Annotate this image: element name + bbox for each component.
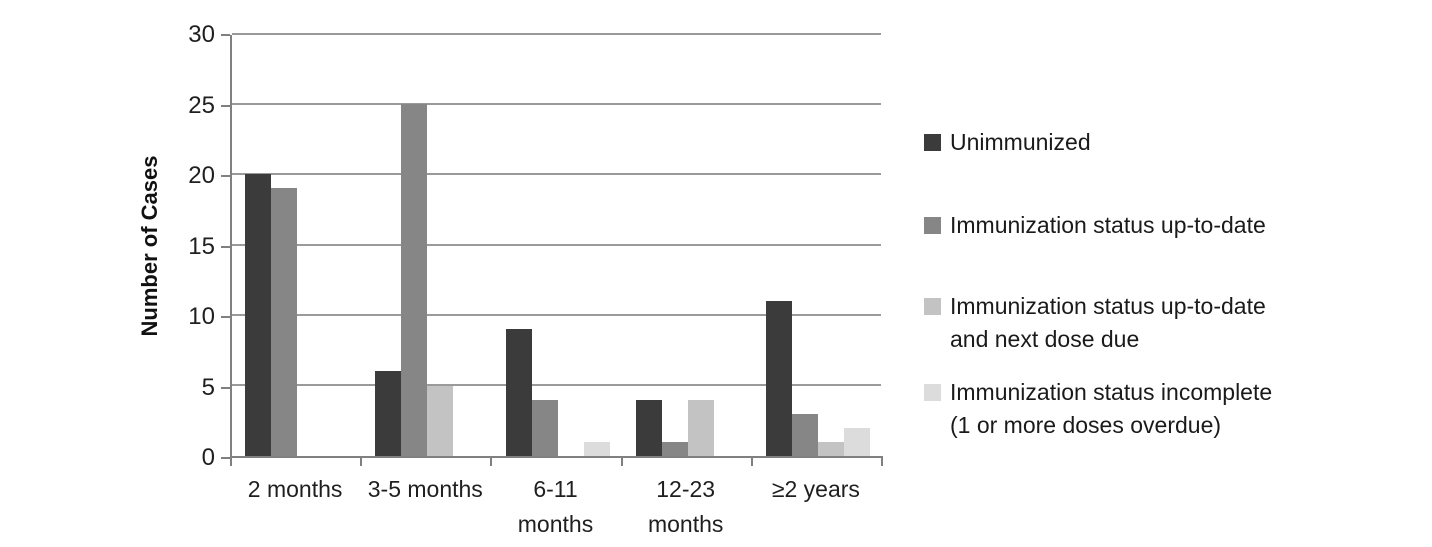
gridline-20 [232,173,881,176]
legend-label: Unimmunized [950,129,1091,155]
y-tick-mark-5 [221,386,230,389]
legend: Unimmunized Immunization status up-to-dat… [924,126,1414,442]
y-tick-label-10: 10 [188,303,215,330]
legend-swatch-icon [924,134,941,151]
bar-immunization-group5 [791,413,818,456]
legend-label: Immunization status up-to-date and next … [950,293,1266,352]
bar-immunization-group3 [583,441,610,456]
bar-immunization-group5 [817,441,844,456]
y-tick-mark-15 [221,245,230,248]
y-tick-mark-25 [221,104,230,107]
bar-immunization-group4 [661,441,688,456]
gridline-5 [232,383,881,386]
bar-immunization-group3 [531,399,558,456]
bar-unimmunized-group5 [765,300,792,456]
y-tick-mark-0 [221,457,230,459]
legend-item-3: Immunization status up-to-date and next … [924,290,1414,356]
y-tick-label-20: 20 [188,162,215,189]
x-category-label-1: 2 months [247,476,343,502]
x-tick-mark-0 [230,456,232,466]
legend-swatch-icon [924,217,941,234]
y-tick-label-15: 15 [188,232,215,260]
y-tick-mark-20 [221,175,230,177]
bar-immunization-group2 [401,103,428,456]
y-tick-mark-10 [221,316,230,318]
bar-unimmunized-group2 [375,371,402,456]
bar-immunization-group2 [427,385,454,456]
x-category-label-3: 6-11 months [517,476,594,537]
bar-unimmunized-group4 [635,399,662,456]
bar-immunization-group1 [271,188,298,456]
gridline-25 [232,103,881,106]
x-category-label-2: 3-5 months [367,476,483,502]
legend-item-1: Unimmunized [924,126,1414,159]
x-category-label-4: 12-23 months [647,476,724,537]
legend-item-4: Immunization status incomplete (1 or mor… [924,376,1414,442]
legend-swatch-icon [924,298,941,315]
legend-label: Immunization status incomplete (1 or mor… [950,379,1273,438]
y-tick-label-5: 5 [201,373,215,401]
y-axis-title: Number of Cases [137,155,162,337]
x-category-label-5: ≥2 years [771,476,860,502]
y-tick-label-30: 30 [188,21,215,48]
gridline-15 [232,243,881,246]
bar-immunization-group5 [843,427,870,456]
bar-unimmunized-group1 [245,174,272,456]
y-tick-mark-30 [221,34,230,36]
bar-unimmunized-group3 [505,329,532,456]
bar-immunization-group4 [687,399,714,456]
x-tick-mark-1 [360,456,363,466]
y-tick-label-25: 25 [188,91,215,119]
legend-label: Immunization status up-to-date [950,212,1266,238]
gridline-10 [232,313,881,316]
plot-area [230,33,881,458]
legend-swatch-icon [924,384,941,401]
x-tick-mark-5 [881,456,883,466]
gridline-30 [232,33,881,35]
legend-item-2: Immunization status up-to-date [924,209,1414,242]
x-tick-mark-4 [750,456,753,466]
x-tick-mark-3 [620,456,623,466]
x-tick-mark-2 [490,456,493,466]
y-tick-label-0: 0 [201,444,215,471]
